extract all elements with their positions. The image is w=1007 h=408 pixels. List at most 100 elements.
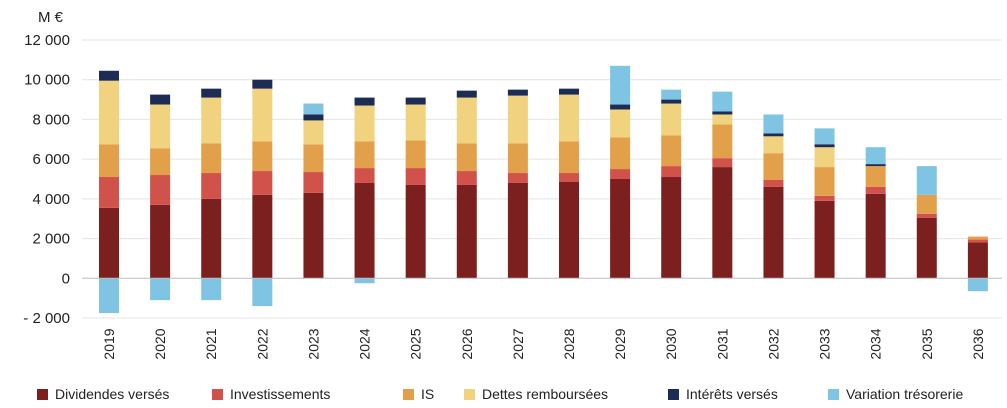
bar-segment	[967, 242, 988, 279]
bar-segment	[456, 171, 477, 185]
bar-segment	[610, 179, 631, 279]
bar-segment	[201, 278, 222, 301]
y-axis-ticks: - 2 000 0 2 000 4 000 6 000 8 000 10 000 12 000	[23, 32, 70, 327]
x-tick-label: 2027	[510, 328, 526, 359]
x-tick-label: 2035	[919, 328, 935, 359]
bar-segment	[661, 135, 682, 167]
bar-segment	[150, 204, 171, 279]
bar-segment	[303, 114, 324, 121]
bar-segment	[354, 105, 375, 142]
bar-segment	[916, 194, 937, 214]
x-tick-label: 2020	[152, 328, 168, 359]
x-tick-label: 2024	[357, 328, 373, 359]
bar-segment	[661, 177, 682, 279]
x-tick-label: 2028	[561, 328, 577, 359]
bar-segment	[99, 207, 119, 279]
bar-segment	[814, 200, 835, 279]
bar-segment	[201, 198, 222, 279]
bar-segment	[967, 236, 988, 240]
bar-segment	[252, 79, 273, 89]
bar-segment	[814, 195, 835, 201]
bar-segment	[865, 186, 886, 194]
bar-segment	[150, 94, 171, 105]
bar-segment	[814, 147, 835, 168]
bar-segment	[610, 104, 631, 110]
bar-segment	[661, 103, 682, 136]
bar-segment	[916, 213, 937, 218]
bar-segment	[150, 278, 171, 301]
bar-segment	[712, 91, 733, 112]
bar-segment	[814, 128, 835, 145]
bar-segment	[661, 166, 682, 178]
bar-segment	[99, 70, 119, 81]
bar-segment	[763, 179, 784, 187]
bar-segment	[763, 133, 784, 137]
bar-segment	[865, 164, 886, 167]
legend: Dividendes versés Investissements IS Dettes…	[37, 386, 963, 402]
y-tick-label: - 2 000	[23, 310, 70, 327]
y-tick-label: 4 000	[32, 191, 70, 208]
x-axis-ticks: 2019 2020 2021 2022 2023 2024 2025 2026 2027 2028…	[101, 328, 986, 359]
x-tick-label: 2023	[305, 328, 321, 359]
bar-segment	[252, 141, 273, 172]
bar-segment	[405, 104, 426, 141]
y-tick-label: 6 000	[32, 151, 70, 168]
bar-segment	[303, 192, 324, 279]
bar-segment	[865, 166, 886, 187]
legend-swatch	[464, 389, 475, 400]
bar-segment	[456, 90, 477, 98]
bar-segment	[916, 217, 937, 279]
legend-label: Intérêts versés	[686, 386, 778, 402]
bar-segment	[201, 88, 222, 98]
x-tick-label: 2026	[459, 328, 475, 359]
bar-segment	[99, 278, 119, 314]
bar-segment	[967, 239, 988, 243]
bar-segment	[610, 109, 631, 138]
bar-segment	[507, 143, 528, 174]
bar-segment	[610, 65, 631, 105]
y-tick-label: 10 000	[24, 72, 70, 89]
x-tick-label: 2021	[203, 328, 219, 359]
bar-segment	[610, 137, 631, 170]
bar-segment	[150, 175, 171, 205]
bar-segment	[763, 186, 784, 279]
legend-swatch	[403, 389, 414, 400]
bar-segment	[763, 114, 784, 134]
legend-swatch	[828, 389, 839, 400]
x-tick-label: 2034	[868, 328, 884, 359]
bar-segment	[405, 184, 426, 279]
bar-segment	[712, 114, 733, 125]
bar-segment	[303, 120, 324, 145]
bar-segment	[354, 182, 375, 279]
bar-segment	[559, 173, 579, 182]
bar-segment	[150, 104, 171, 149]
bar-segment	[303, 103, 324, 115]
bar-segment	[252, 171, 273, 195]
bar-segment	[916, 166, 937, 195]
legend-swatch	[37, 389, 48, 400]
bar-segment	[559, 94, 579, 142]
bar-segment	[405, 168, 426, 185]
bar-segment	[456, 184, 477, 279]
x-tick-label: 2019	[101, 328, 117, 359]
bar-segment	[610, 169, 631, 179]
bar-segment	[252, 278, 273, 307]
bar-segment	[865, 193, 886, 279]
bar-segment	[507, 173, 528, 183]
bar-segment	[303, 172, 324, 193]
bar-segment	[967, 278, 988, 292]
x-tick-label: 2025	[408, 328, 424, 359]
bar-segment	[252, 194, 273, 279]
bar-segment	[712, 124, 733, 159]
x-tick-label: 2031	[714, 328, 730, 359]
bar-segment	[712, 158, 733, 168]
gridlines	[82, 39, 1002, 319]
bar-segment	[405, 140, 426, 169]
bar-segment	[99, 144, 119, 178]
bar-segment	[150, 148, 171, 176]
bar-segment	[559, 181, 579, 279]
bar-segment	[405, 97, 426, 105]
bar-segment	[354, 141, 375, 169]
bar-segment	[354, 168, 375, 183]
bar-segment	[661, 99, 682, 104]
